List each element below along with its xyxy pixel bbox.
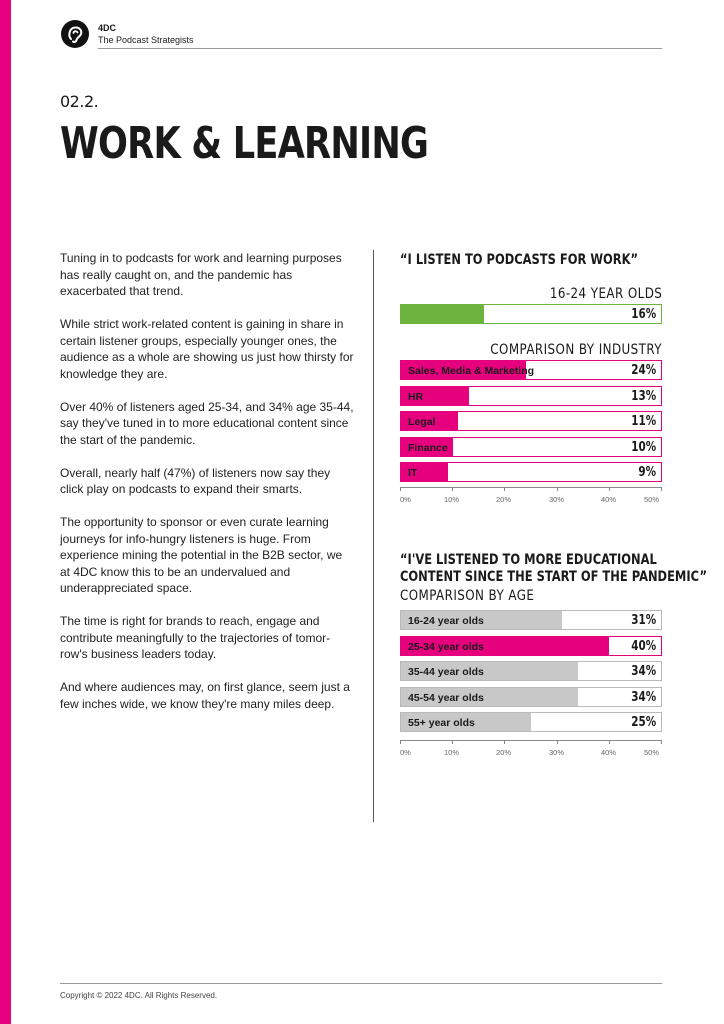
- tick-label: 50%: [644, 495, 660, 504]
- bar-label: IT: [408, 467, 418, 479]
- footer-copyright: Copyright © 2022 4DC. All Rights Reserve…: [60, 991, 218, 1000]
- bar: 45-54 year olds 34%: [400, 686, 662, 707]
- bar: 55+ year olds 25%: [400, 712, 662, 732]
- bar-value-label: 31%: [631, 613, 656, 628]
- bar: 35-44 year olds 34%: [400, 661, 662, 681]
- axis-tick: [504, 740, 505, 744]
- bar: 16-24 year olds 31%: [400, 610, 662, 630]
- paragraph: And where audiences may, on first glance…: [60, 680, 350, 711]
- paragraph: Over 40% of listeners aged 25-34, and 34…: [60, 399, 354, 447]
- paragraph: While strict work-related content is gai…: [60, 317, 354, 381]
- ear-logo-icon: [61, 20, 89, 48]
- bar-fill: [401, 463, 448, 481]
- bar-fill: [401, 636, 609, 655]
- chart-work-subtitle: 16-24 YEAR OLDS: [549, 286, 662, 302]
- bar-fill: [401, 713, 531, 731]
- bar-value-label: 25%: [631, 715, 656, 730]
- axis-line: [400, 487, 661, 488]
- x-axis: 0% 10% 20% 30% 40% 50%: [400, 487, 662, 507]
- footer-divider: [60, 983, 662, 984]
- bar: Sales, Media & Marketing 24%: [400, 360, 662, 380]
- bar-fill: [401, 361, 526, 379]
- axis-tick: [504, 487, 505, 491]
- bar-label: 55+ year olds: [408, 717, 475, 729]
- brand-name: 4DC: [98, 23, 117, 33]
- tick-label: 30%: [549, 495, 565, 504]
- bar: HR 13%: [400, 385, 662, 406]
- header-divider: [98, 48, 662, 49]
- bar-fill: [401, 662, 578, 680]
- bar: IT 9%: [400, 462, 662, 482]
- bar-label: 16-24 year olds: [408, 615, 484, 627]
- bar-label: Legal: [408, 416, 436, 428]
- chart-education-subtitle: COMPARISON BY AGE: [400, 588, 535, 604]
- bar-fill: [401, 437, 453, 456]
- tick-label: 20%: [496, 495, 512, 504]
- x-axis: 0% 10% 20% 30% 40% 50%: [400, 740, 662, 760]
- bar-label: 35-44 year olds: [408, 666, 484, 678]
- section-number: 02.2.: [60, 92, 99, 111]
- axis-tick: [661, 487, 662, 491]
- bar-value-label: 13%: [631, 388, 656, 404]
- axis-tick: [557, 740, 558, 744]
- tick-label: 30%: [549, 748, 565, 757]
- chart-industry-subtitle: COMPARISON BY INDUSTRY: [490, 342, 662, 358]
- body-text: Tuning in to podcasts for work and learn…: [60, 250, 355, 729]
- paragraph: The opportunity to sponsor or even curat…: [60, 515, 343, 595]
- bar: 25-34 year olds 40%: [400, 635, 662, 656]
- bar: Legal 11%: [400, 411, 662, 431]
- bar-value-label: 40%: [631, 638, 656, 654]
- bar-fill: [401, 611, 563, 629]
- bar-label: 45-54 year olds: [408, 691, 484, 704]
- bar-fill: [401, 386, 469, 405]
- tick-label: 40%: [601, 495, 617, 504]
- chart-education-title-line2: CONTENT SINCE THE START OF THE PANDEMIC”: [400, 569, 708, 585]
- bar: 16%: [400, 304, 662, 324]
- bar-label: 25-34 year olds: [408, 640, 484, 653]
- side-accent-stripe: [0, 0, 11, 1024]
- axis-line: [400, 740, 661, 741]
- bar-label: Sales, Media & Marketing: [408, 365, 535, 377]
- bar-fill: [401, 305, 485, 323]
- axis-tick: [400, 740, 401, 744]
- axis-tick: [609, 740, 610, 744]
- page-title: WORK & LEARNING: [60, 118, 429, 169]
- column-divider: [373, 250, 374, 822]
- chart-education-title-line1: “I'VE LISTENED TO MORE EDUCATIONAL: [400, 552, 657, 568]
- tick-label: 10%: [444, 748, 460, 757]
- bar-value-label: 34%: [631, 664, 656, 679]
- bar-label: Finance: [408, 441, 448, 454]
- tick-label: 50%: [644, 748, 660, 757]
- axis-tick: [609, 487, 610, 491]
- bar-value-label: 34%: [631, 689, 656, 705]
- bar-value-label: 16%: [631, 307, 656, 322]
- bar-value-label: 11%: [631, 414, 656, 429]
- paragraph: Tuning in to podcasts for work and learn…: [60, 251, 342, 298]
- bar-value-label: 9%: [638, 465, 656, 480]
- bar: Finance 10%: [400, 436, 662, 457]
- brand-tagline: The Podcast Strategists: [98, 35, 194, 45]
- axis-tick: [661, 740, 662, 744]
- axis-tick: [557, 487, 558, 491]
- paragraph: The time is right for brands to reach, e…: [60, 614, 331, 661]
- tick-label: 0%: [400, 748, 411, 757]
- bar-fill: [401, 687, 578, 706]
- axis-tick: [452, 487, 453, 491]
- bar-label: HR: [408, 390, 424, 403]
- tick-label: 10%: [444, 495, 460, 504]
- bar-fill: [401, 412, 459, 430]
- axis-tick: [400, 487, 401, 491]
- bar-value-label: 24%: [631, 363, 656, 378]
- tick-label: 40%: [601, 748, 617, 757]
- axis-tick: [452, 740, 453, 744]
- tick-label: 0%: [400, 495, 411, 504]
- tick-label: 20%: [496, 748, 512, 757]
- chart-work-title: “I LISTEN TO PODCASTS FOR WORK”: [400, 252, 639, 268]
- bar-value-label: 10%: [631, 439, 656, 455]
- paragraph: Overall, nearly half (47%) of listeners …: [60, 465, 331, 497]
